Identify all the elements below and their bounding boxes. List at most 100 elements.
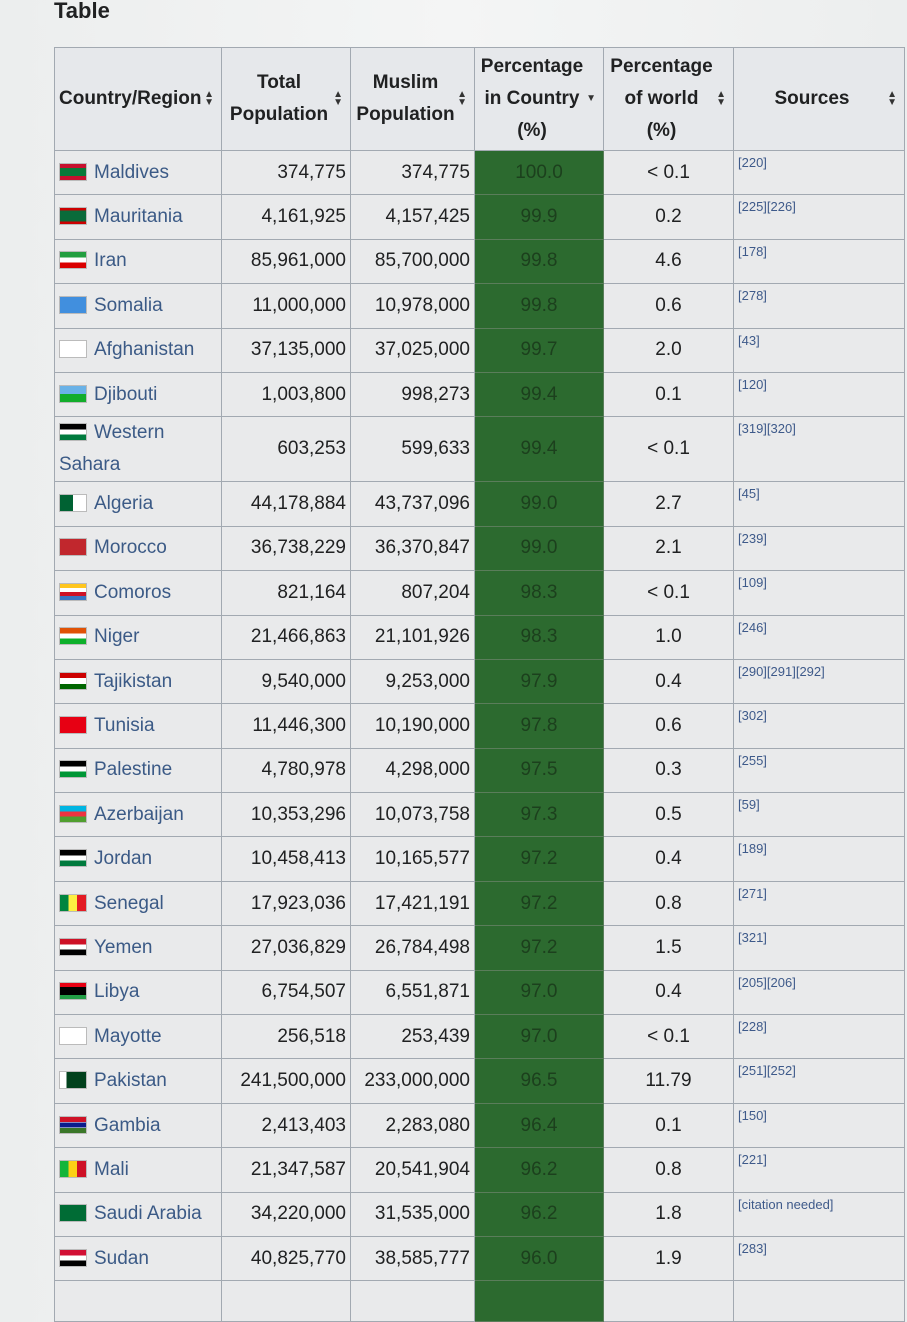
table-body: Maldives 374,775 374,775 100.0 < 0.1 [220] Mau… <box>54 149 905 1322</box>
empty-cell <box>603 1280 734 1322</box>
country-link[interactable]: Afghanistan <box>94 339 195 361</box>
table-row: Iran 85,961,000 85,700,000 99.8 4.6 [178] <box>54 238 905 285</box>
header-cell[interactable]: Percentage of world (%) ▲ ▼ <box>603 47 734 151</box>
country-link[interactable]: Comoros <box>94 581 172 603</box>
source-link[interactable]: [246] <box>738 619 767 635</box>
percentage-world: 0.5 <box>603 792 734 838</box>
country-link[interactable]: Jordan <box>94 848 153 870</box>
country-link[interactable]: Saudi Arabia <box>94 1203 202 1225</box>
sources-cell: [290][291][292] <box>733 658 905 705</box>
source-link[interactable]: [278] <box>738 288 767 304</box>
source-link[interactable]: [45] <box>738 486 760 502</box>
flag-icon <box>59 1159 87 1178</box>
table-row: Morocco 36,738,229 36,370,847 99.0 2.1 [239] <box>54 525 905 572</box>
muslim-population: 37,025,000 <box>350 327 475 373</box>
country-link[interactable]: Mayotte <box>94 1025 162 1047</box>
country-link[interactable]: Algeria <box>94 493 154 515</box>
header-cell[interactable]: Total Population ▲ ▼ <box>221 47 351 151</box>
total-population: 821,164 <box>221 570 351 616</box>
source-link[interactable]: [321] <box>738 930 767 946</box>
header-row: Country/Region ▲ ▼ Total Population ▲ ▼ Musl… <box>54 47 905 151</box>
country-link[interactable]: Sudan <box>94 1247 149 1269</box>
source-link[interactable]: [221] <box>738 1152 767 1168</box>
table-row: Azerbaijan 10,353,296 10,073,758 97.3 0.5 [59… <box>54 792 905 838</box>
flag-icon <box>59 804 87 823</box>
total-population: 10,458,413 <box>221 836 351 882</box>
source-link[interactable]: [109] <box>738 575 767 591</box>
percentage-country: 98.3 <box>474 570 604 616</box>
country-link[interactable]: Djibouti <box>94 383 158 405</box>
country-link[interactable]: Azerbaijan <box>94 803 184 825</box>
country-link[interactable]: Niger <box>94 626 140 648</box>
country-cell: Tajikistan <box>54 658 222 705</box>
flag-icon <box>59 1248 87 1267</box>
country-link[interactable]: Pakistan <box>94 1070 167 1092</box>
table-row: Gambia 2,413,403 2,283,080 96.4 0.1 [150] <box>54 1102 905 1149</box>
percentage-country: 99.0 <box>474 481 604 527</box>
source-link[interactable]: [59] <box>738 797 760 813</box>
header-cell[interactable]: Country/Region ▲ ▼ <box>54 47 222 151</box>
header-cell[interactable]: Muslim Population ▲ ▼ <box>350 47 475 151</box>
percentage-country: 96.2 <box>474 1191 604 1237</box>
country-link[interactable]: Tajikistan <box>94 670 173 692</box>
source-link[interactable]: [43] <box>738 332 760 348</box>
table-row: Afghanistan 37,135,000 37,025,000 99.7 2.0 [4… <box>54 327 905 373</box>
country-link[interactable]: Maldives <box>94 161 169 183</box>
country-cell: Niger <box>54 614 222 660</box>
country-link[interactable]: Mauritania <box>94 206 183 228</box>
source-link[interactable]: [228] <box>738 1019 767 1035</box>
source-link[interactable]: [178] <box>738 243 767 259</box>
country-link[interactable]: Palestine <box>94 759 173 781</box>
flag-icon <box>59 384 87 403</box>
source-link[interactable]: [150] <box>738 1107 767 1123</box>
flag-icon <box>59 538 87 557</box>
source-link[interactable]: [120] <box>738 376 767 392</box>
sort-icon: ▲ ▼ <box>716 89 726 108</box>
percentage-world: < 0.1 <box>603 570 734 616</box>
table-row: Senegal 17,923,036 17,421,191 97.2 0.8 [271] <box>54 880 905 927</box>
source-link[interactable]: [205][206] <box>738 974 796 990</box>
country-link[interactable]: Somalia <box>94 294 163 316</box>
country-link[interactable]: Iran <box>94 250 127 272</box>
country-link[interactable]: Mali <box>94 1158 129 1180</box>
sources-cell: [221] <box>733 1147 905 1193</box>
source-link[interactable]: [290][291][292] <box>738 663 825 679</box>
country-link[interactable]: Yemen <box>94 936 153 958</box>
source-link[interactable]: [225][226] <box>738 199 796 215</box>
country-link[interactable]: Libya <box>94 981 140 1003</box>
source-link[interactable]: [189] <box>738 841 767 857</box>
source-link[interactable]: [239] <box>738 530 767 546</box>
percentage-world: 0.2 <box>603 194 734 240</box>
source-link[interactable]: [319][320] <box>738 421 796 437</box>
country-link[interactable]: Morocco <box>94 537 167 559</box>
header-cell[interactable]: Sources ▲ ▼ <box>733 47 905 151</box>
total-population: 21,466,863 <box>221 614 351 660</box>
source-link[interactable]: [251][252] <box>738 1063 796 1079</box>
sources-cell: [246] <box>733 614 905 660</box>
country-link[interactable]: Gambia <box>94 1114 161 1136</box>
total-population: 9,540,000 <box>221 658 351 705</box>
source-link[interactable]: [220] <box>738 155 767 170</box>
table-row: Pakistan 241,500,000 233,000,000 96.5 11.79[… <box>54 1058 905 1104</box>
country-cell: Afghanistan <box>54 327 222 373</box>
country-link[interactable]: Western Sahara <box>59 422 165 476</box>
header-cell[interactable]: Percentage in Country (%) ▼ <box>474 47 604 151</box>
country-cell: Yemen <box>54 925 222 971</box>
source-link[interactable]: [283] <box>738 1240 767 1256</box>
source-link[interactable]: [302] <box>738 708 767 724</box>
total-population: 241,500,000 <box>221 1058 351 1104</box>
table-row: Djibouti 1,003,800 998,273 99.4 0.1 [120] <box>54 371 905 418</box>
percentage-country: 97.0 <box>474 969 604 1016</box>
percentage-country: 96.0 <box>474 1235 604 1282</box>
percentage-world: 11.79 <box>603 1058 734 1104</box>
country-cell: Comoros <box>54 570 222 616</box>
muslim-population: 43,737,096 <box>350 481 475 527</box>
source-link[interactable]: [271] <box>738 885 767 901</box>
flag-icon <box>59 1204 87 1223</box>
source-link[interactable]: [citation needed] <box>738 1196 834 1212</box>
source-link[interactable]: [255] <box>738 752 767 768</box>
country-link[interactable]: Senegal <box>94 892 164 914</box>
country-cell: Mali <box>54 1147 222 1193</box>
country-link[interactable]: Tunisia <box>94 714 155 736</box>
